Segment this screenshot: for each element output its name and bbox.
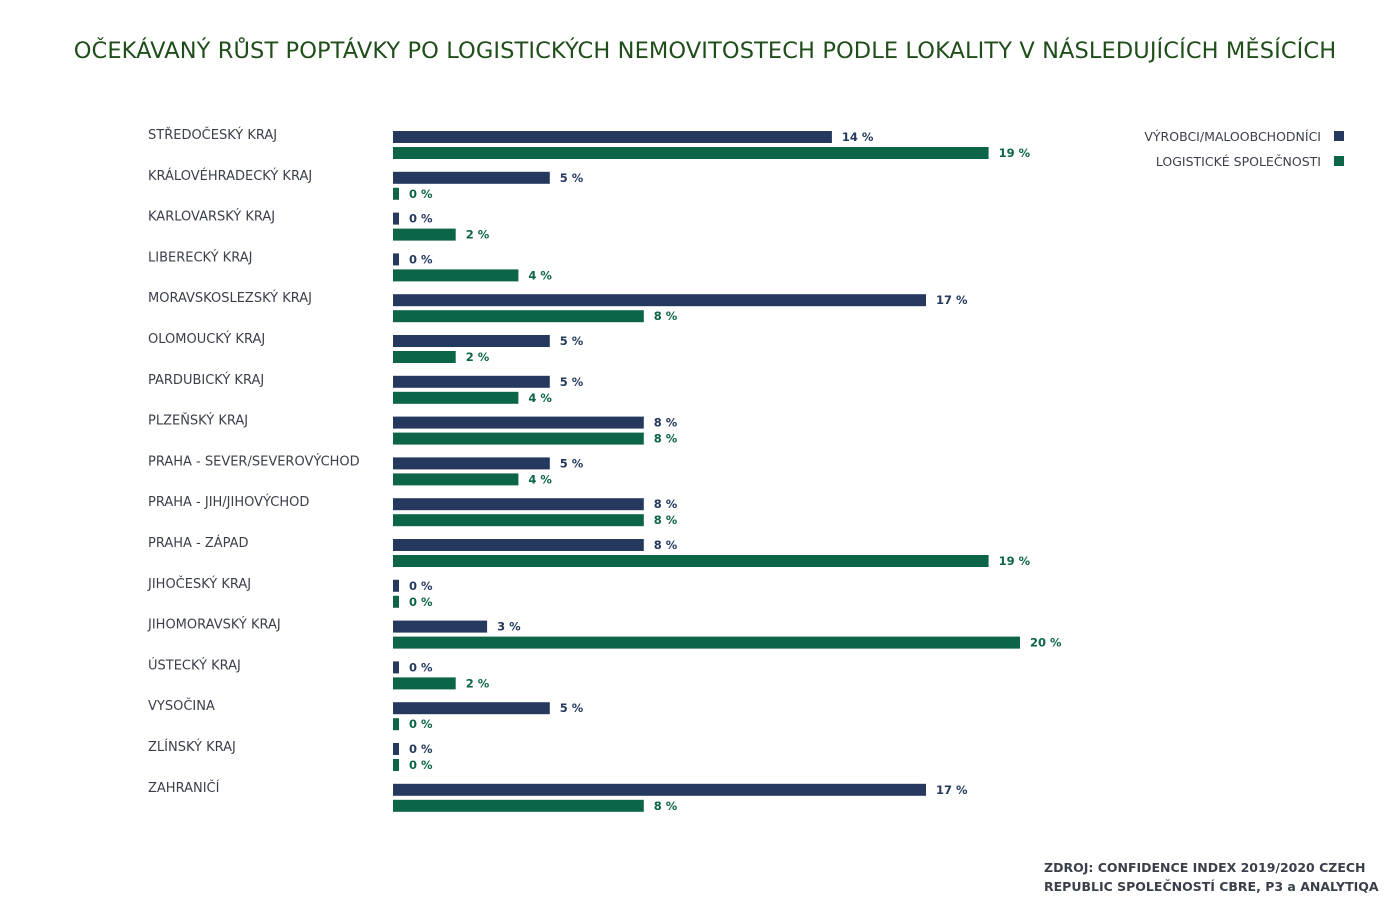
bar-manufacturers (393, 457, 550, 470)
data-label: 8 % (654, 416, 678, 430)
bar-logistics (393, 473, 519, 486)
bar-logistics (393, 228, 456, 241)
data-label: 4 % (528, 391, 552, 405)
legend-swatch (1334, 131, 1344, 141)
data-label: 0 % (409, 579, 433, 593)
bar-manufacturers (393, 335, 550, 347)
legend-swatch (1334, 156, 1344, 166)
data-label: 0 % (409, 660, 433, 674)
bar-manufacturers (393, 620, 488, 633)
data-label: 2 % (466, 228, 490, 242)
bar-logistics (393, 269, 519, 282)
bar-manufacturers (393, 661, 399, 674)
category-label: MORAVSKOSLEZSKÝ KRAJ (148, 290, 312, 306)
source-line-1: ZDROJ: CONFIDENCE INDEX 2019/2020 CZECH (1044, 860, 1366, 875)
category-label: KRÁLOVÉHRADECKÝ KRAJ (148, 168, 312, 184)
data-label: 3 % (497, 620, 521, 634)
legend-label: LOGISTICKÉ SPOLEČNOSTI (1156, 154, 1321, 169)
category-label: ZLÍNSKÝ KRAJ (148, 739, 236, 755)
category-labels: STŘEDOČESKÝ KRAJ KRÁLOVÉHRADECKÝ KRAJ KARL… (147, 127, 360, 796)
legend: VÝROBCI/MALOOBCHODNÍCI LOGISTICKÉ SPOLEČN… (1144, 129, 1344, 169)
category-label: PRAHA - JIH/JIHOVÝCHOD (148, 494, 309, 510)
data-label: 14 % (842, 130, 874, 144)
bar-logistics (393, 595, 399, 608)
data-label: 0 % (409, 187, 433, 201)
bar-logistics (393, 636, 1020, 649)
data-label: 0 % (409, 252, 433, 266)
category-label: PARDUBICKÝ KRAJ (148, 372, 264, 388)
data-label: 4 % (528, 268, 552, 282)
data-label: 0 % (409, 212, 433, 226)
category-label: KARLOVARSKÝ KRAJ (148, 209, 275, 225)
category-label: JIHOČESKÝ KRAJ (147, 576, 251, 592)
data-label: 5 % (560, 171, 584, 185)
category-label: PLZEŇSKÝ KRAJ (148, 413, 248, 429)
bars (393, 131, 1020, 812)
data-label: 0 % (409, 742, 433, 756)
data-label: 5 % (560, 701, 584, 715)
bar-logistics (393, 351, 456, 363)
bar-manufacturers (393, 294, 926, 307)
bar-logistics (393, 677, 456, 690)
data-label: 8 % (654, 538, 678, 552)
value-labels: 14 % 19 % 5 % 0 % 0 % 2 % 0 % 4 % 17 % 8 % 5 % 2 % 5… (409, 130, 1062, 813)
data-label: 8 % (654, 799, 678, 813)
source-note: ZDROJ: CONFIDENCE INDEX 2019/2020 CZECH … (1044, 858, 1384, 896)
bar-logistics (393, 310, 644, 323)
category-label: VYSOČINA (148, 698, 215, 714)
data-label: 17 % (936, 783, 968, 797)
data-label: 0 % (409, 595, 433, 609)
bar-logistics (393, 391, 519, 404)
bar-manufacturers (393, 783, 926, 796)
bar-manufacturers (393, 498, 644, 511)
data-label: 0 % (409, 717, 433, 731)
bar-logistics (393, 759, 399, 771)
source-line-2: REPUBLIC SPOLEČNOSTÍ CBRE, P3 a ANALYTIQ… (1044, 879, 1379, 894)
data-label: 5 % (560, 334, 584, 348)
data-label: 0 % (409, 758, 433, 772)
category-label: OLOMOUCKÝ KRAJ (148, 331, 265, 347)
bar-manufacturers (393, 743, 399, 755)
category-label: LIBERECKÝ KRAJ (148, 249, 252, 265)
bar-manufacturers (393, 702, 550, 715)
bar-logistics (393, 718, 399, 731)
data-label: 8 % (654, 432, 678, 446)
data-label: 4 % (528, 472, 552, 486)
data-label: 19 % (999, 554, 1031, 568)
data-label: 5 % (560, 456, 584, 470)
bar-manufacturers (393, 212, 399, 225)
bar-logistics (393, 799, 644, 812)
chart-title: OČEKÁVANÝ RŮST POPTÁVKY PO LOGISTICKÝCH … (73, 38, 1337, 64)
bar-manufacturers (393, 253, 399, 266)
category-label: ÚSTECKÝ KRAJ (148, 657, 241, 673)
bar-logistics (393, 147, 989, 159)
data-label: 8 % (654, 309, 678, 323)
bar-logistics (393, 514, 644, 527)
category-label: ZAHRANIČÍ (148, 780, 220, 796)
category-label: PRAHA - ZÁPAD (148, 535, 249, 551)
bar-manufacturers (393, 416, 644, 429)
bar-manufacturers (393, 131, 832, 143)
data-label: 17 % (936, 293, 968, 307)
bar-logistics (393, 555, 989, 567)
category-label: JIHOMORAVSKÝ KRAJ (147, 617, 281, 633)
data-label: 5 % (560, 375, 584, 389)
data-label: 2 % (466, 350, 490, 364)
bar-manufacturers (393, 171, 550, 184)
data-label: 19 % (999, 146, 1031, 160)
category-label: STŘEDOČESKÝ KRAJ (148, 127, 277, 143)
category-label: PRAHA - SEVER/SEVEROVÝCHOD (148, 453, 360, 469)
bar-manufacturers (393, 579, 399, 592)
data-label: 8 % (654, 497, 678, 511)
legend-label: VÝROBCI/MALOOBCHODNÍCI (1144, 129, 1321, 144)
data-label: 20 % (1030, 636, 1062, 650)
bar-logistics (393, 432, 644, 445)
data-label: 8 % (654, 513, 678, 527)
data-label: 2 % (466, 676, 490, 690)
bar-manufacturers (393, 539, 644, 551)
bar-logistics (393, 187, 399, 200)
bar-manufacturers (393, 375, 550, 388)
